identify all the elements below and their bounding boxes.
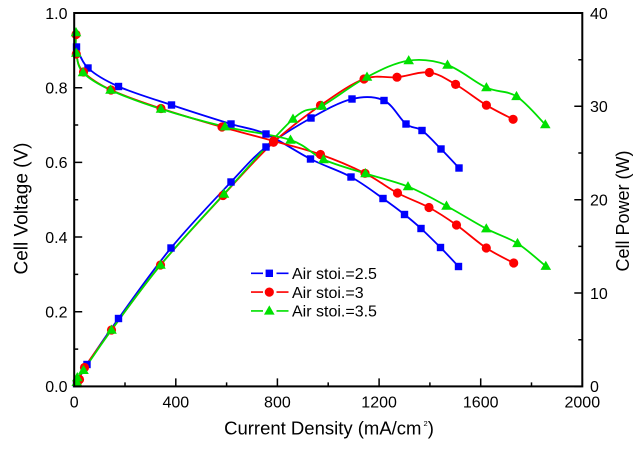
svg-text:Cell Voltage (V): Cell Voltage (V) — [12, 142, 33, 274]
svg-text:20: 20 — [590, 193, 608, 210]
svg-text:0: 0 — [590, 379, 599, 396]
svg-text:1600: 1600 — [463, 395, 499, 412]
svg-text:800: 800 — [264, 395, 291, 412]
svg-text:Air stoi.=3: Air stoi.=3 — [292, 285, 364, 302]
svg-text:0.2: 0.2 — [45, 305, 67, 322]
svg-text:1.0: 1.0 — [45, 6, 67, 23]
svg-text:0: 0 — [70, 395, 79, 412]
svg-text:0.8: 0.8 — [45, 81, 67, 98]
svg-text:0.0: 0.0 — [45, 379, 67, 396]
svg-text:Air stoi.=3.5: Air stoi.=3.5 — [292, 304, 377, 321]
svg-text:2000: 2000 — [565, 395, 601, 412]
svg-text:Air stoi.=2.5: Air stoi.=2.5 — [292, 266, 377, 283]
svg-text:0.4: 0.4 — [45, 230, 67, 247]
svg-text:Current Density (mA/cm 2): Current Density (mA/cm 2) — [224, 418, 434, 439]
svg-text:1200: 1200 — [361, 395, 397, 412]
svg-text:Cell Power (W): Cell Power (W) — [613, 150, 633, 271]
svg-text:0.6: 0.6 — [45, 155, 67, 172]
svg-text:40: 40 — [590, 6, 608, 23]
svg-text:30: 30 — [590, 99, 608, 116]
svg-text:10: 10 — [590, 286, 608, 303]
svg-text:400: 400 — [162, 395, 189, 412]
